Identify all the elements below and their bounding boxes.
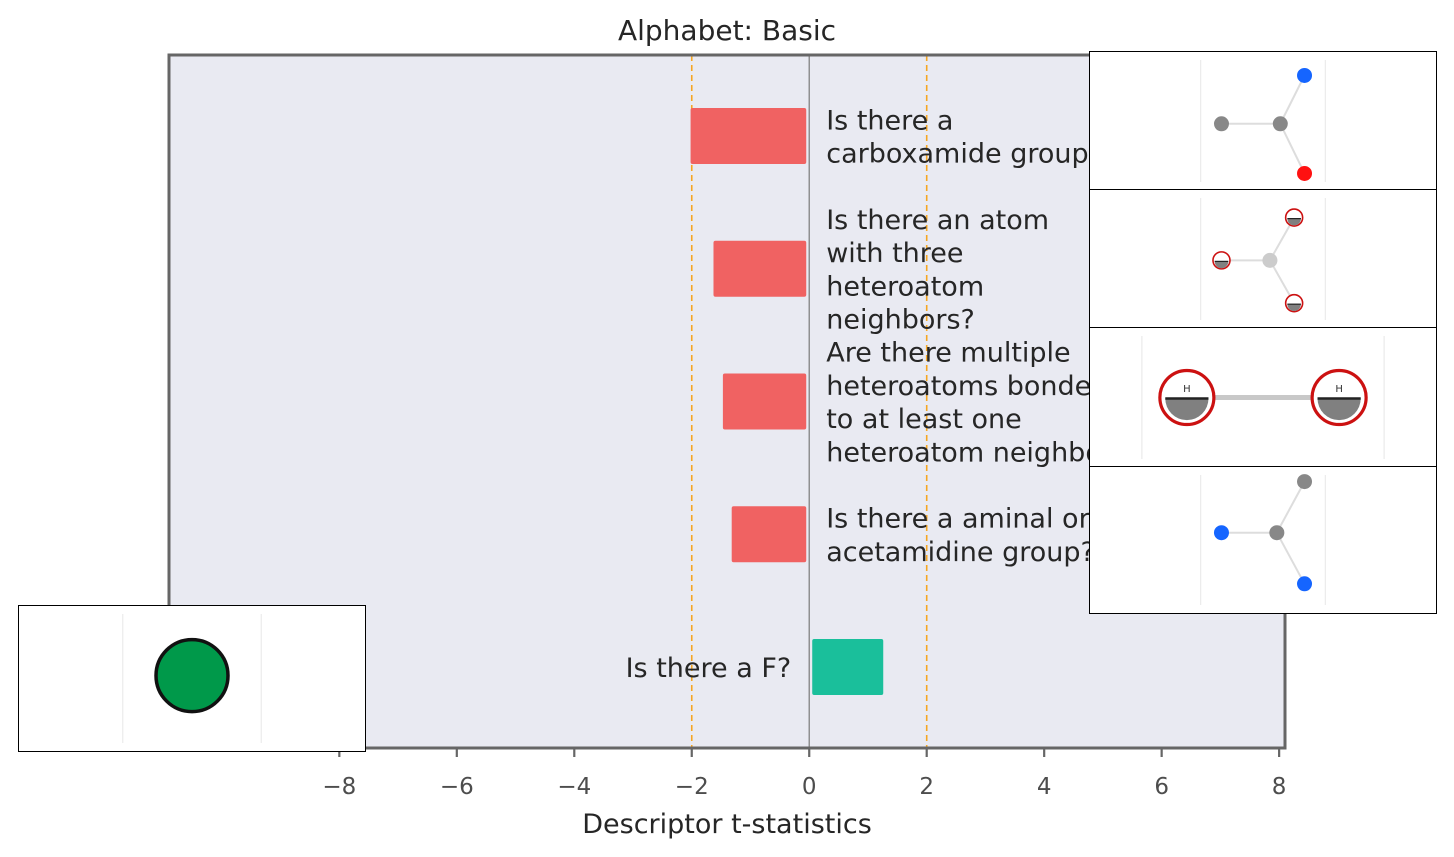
molecule-drawing: [1200, 474, 1326, 605]
bar-label-3-line-1: acetamidine group?: [826, 537, 1095, 568]
x-axis: −8 −6 −4 −2 0 2 4 6 8: [322, 748, 1286, 800]
molecule-drawing: [1200, 60, 1326, 182]
x-axis-label: Descriptor t-statistics: [582, 809, 872, 840]
x-tick-label-4: 0: [802, 774, 817, 800]
bar-4: [812, 639, 884, 695]
molecule-inset-fluorine: [18, 605, 366, 752]
bar-label-2-line-0: Are there multiple: [826, 338, 1070, 369]
atom-0: [154, 637, 230, 714]
x-tick-label-6: 4: [1037, 774, 1052, 800]
bar-3: [731, 506, 807, 563]
molecule-inset-aminal-acetamidine: [1089, 466, 1437, 614]
atom-1: [1262, 252, 1278, 268]
atom-1: [1272, 116, 1288, 132]
query-atom-0: [1212, 251, 1231, 270]
reference-lines: [690, 55, 928, 748]
x-tick-label-8: 8: [1272, 774, 1287, 800]
bond-1: [1275, 481, 1306, 534]
query-atom-fill: [1214, 261, 1229, 269]
atom-2: [1297, 67, 1313, 83]
bar-1: [713, 240, 807, 297]
molecule-inset-carboxamide: [1089, 51, 1437, 191]
molecule-inset-three-heteroatom-neighbors: [1089, 189, 1437, 329]
x-tick-label-5: 2: [919, 774, 934, 800]
bar-0: [690, 108, 807, 164]
bar-label-2-line-2: to at least one: [826, 404, 1022, 435]
x-tick-label-7: 6: [1154, 774, 1169, 800]
bar-label-0-line-0: Is there a: [826, 105, 953, 136]
bar-label-1-line-1: with three: [826, 238, 963, 269]
query-atom-0: H: [1158, 368, 1216, 427]
query-atom-fill: [1165, 398, 1209, 421]
chart-title: Alphabet: Basic: [618, 14, 836, 47]
x-tick-label-3: −2: [675, 774, 709, 800]
bar-label-0-line-1: carboxamide group?: [826, 139, 1103, 170]
bar-label-2-line-1: heteroatoms bonded: [826, 371, 1108, 402]
x-tick-label-2: −4: [557, 774, 591, 800]
atom-0: [1213, 525, 1229, 541]
bond-2: [1279, 123, 1306, 174]
bond-2: [1275, 532, 1306, 585]
bond-1: [1279, 75, 1306, 125]
atom-3: [1297, 576, 1313, 592]
molecule-drawing: [1200, 198, 1326, 320]
atom-symbol-0: H: [1183, 384, 1191, 395]
bars: [690, 108, 884, 695]
molecule-drawing: [122, 614, 262, 743]
atom-0: [1213, 116, 1229, 132]
bar-label-2-line-3: heteroatom neighbor?: [826, 437, 1127, 468]
atom-3: [1297, 165, 1313, 181]
bar-label-1-line-2: heteroatom: [826, 271, 984, 302]
bar-label-1-line-3: neighbors?: [826, 305, 975, 336]
query-atom-1: H: [1310, 368, 1368, 427]
bar-label-4-line-0: Is there a F?: [626, 653, 792, 684]
query-atom-fill: [1287, 304, 1301, 311]
atom-1: [1269, 525, 1285, 541]
atom-symbol-1: H: [1335, 384, 1343, 395]
bar-2: [722, 373, 807, 430]
query-atom-fill: [1317, 398, 1361, 421]
atom-2: [1297, 474, 1313, 490]
bar-label-3-line-0: Is there a aminal or: [826, 504, 1090, 535]
query-atom-fill: [1287, 218, 1301, 226]
x-tick-label-1: −6: [440, 774, 474, 800]
x-tick-label-0: −8: [322, 774, 356, 800]
query-atom-3: [1284, 293, 1304, 313]
bar-label-1-line-0: Is there an atom: [826, 205, 1049, 236]
query-atom-2: [1284, 208, 1304, 227]
